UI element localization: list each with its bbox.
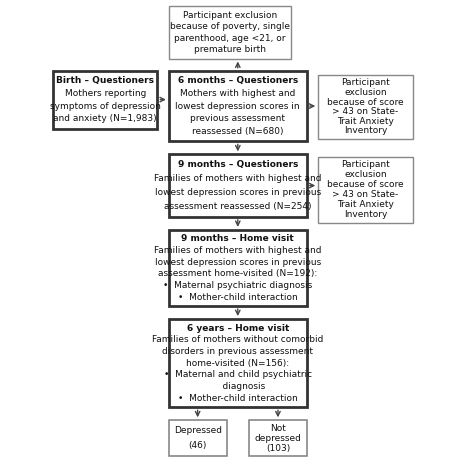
Bar bbox=[318, 75, 413, 139]
Bar bbox=[169, 7, 291, 59]
Text: previous assessment: previous assessment bbox=[190, 114, 285, 123]
Text: 9 months – Home visit: 9 months – Home visit bbox=[182, 234, 294, 243]
Text: 6 years – Home visit: 6 years – Home visit bbox=[187, 324, 289, 333]
Text: 6 months – Questioners: 6 months – Questioners bbox=[178, 76, 298, 85]
Text: disorders in previous assessment: disorders in previous assessment bbox=[162, 347, 313, 356]
Text: lowest depression scores in previous: lowest depression scores in previous bbox=[155, 257, 321, 266]
Text: Inventory: Inventory bbox=[344, 127, 387, 136]
Bar bbox=[169, 71, 307, 141]
Text: Not: Not bbox=[270, 424, 286, 433]
Text: Inventory: Inventory bbox=[344, 210, 387, 219]
Text: Participant exclusion: Participant exclusion bbox=[182, 11, 277, 20]
Text: •  Mother-child interaction: • Mother-child interaction bbox=[178, 394, 298, 403]
Text: assessment reassessed (N=254): assessment reassessed (N=254) bbox=[164, 202, 311, 211]
Text: Birth – Questioners: Birth – Questioners bbox=[56, 76, 154, 85]
Text: because of score: because of score bbox=[327, 180, 404, 189]
Text: > 43 on State-: > 43 on State- bbox=[332, 190, 399, 199]
Text: Families of mothers without comorbid: Families of mothers without comorbid bbox=[152, 335, 323, 344]
Text: premature birth: premature birth bbox=[194, 45, 266, 54]
Text: (46): (46) bbox=[189, 441, 207, 450]
Text: Trait Anxiety: Trait Anxiety bbox=[337, 117, 394, 126]
Text: lowest depression scores in: lowest depression scores in bbox=[175, 101, 300, 110]
Text: symptoms of depression: symptoms of depression bbox=[50, 101, 161, 110]
Text: depressed: depressed bbox=[255, 434, 301, 443]
Bar bbox=[169, 230, 307, 306]
Text: Trait Anxiety: Trait Anxiety bbox=[337, 200, 394, 209]
Text: and anxiety (N=1,983): and anxiety (N=1,983) bbox=[54, 114, 157, 123]
Text: Mothers with highest and: Mothers with highest and bbox=[180, 89, 295, 98]
Text: exclusion: exclusion bbox=[344, 88, 387, 97]
Text: Families of mothers with highest and: Families of mothers with highest and bbox=[154, 174, 321, 183]
Text: because of score: because of score bbox=[327, 98, 404, 107]
Bar bbox=[249, 420, 307, 456]
Bar bbox=[169, 319, 307, 407]
Text: home-visited (N=156):: home-visited (N=156): bbox=[186, 359, 289, 368]
Bar bbox=[169, 420, 227, 456]
Text: reassessed (N=680): reassessed (N=680) bbox=[192, 127, 283, 136]
Bar bbox=[169, 154, 307, 217]
Text: •  Mother-child interaction: • Mother-child interaction bbox=[178, 292, 298, 301]
Text: exclusion: exclusion bbox=[344, 170, 387, 179]
Text: Mothers reporting: Mothers reporting bbox=[64, 89, 146, 98]
Text: •  Maternal psychiatric diagnosis: • Maternal psychiatric diagnosis bbox=[163, 281, 312, 290]
Text: > 43 on State-: > 43 on State- bbox=[332, 107, 399, 116]
Text: Participant: Participant bbox=[341, 160, 390, 169]
Text: because of poverty, single: because of poverty, single bbox=[170, 22, 290, 31]
Bar bbox=[318, 157, 413, 222]
Bar bbox=[53, 71, 157, 128]
Text: •  Maternal and child psychiatric: • Maternal and child psychiatric bbox=[164, 370, 312, 379]
Text: 9 months – Questioners: 9 months – Questioners bbox=[178, 160, 298, 169]
Text: diagnosis: diagnosis bbox=[210, 382, 265, 391]
Text: assessment home-visited (N=192):: assessment home-visited (N=192): bbox=[158, 269, 318, 278]
Text: Participant: Participant bbox=[341, 78, 390, 87]
Text: parenthood, age <21, or: parenthood, age <21, or bbox=[174, 34, 285, 43]
Text: Depressed: Depressed bbox=[173, 426, 222, 435]
Text: Families of mothers with highest and: Families of mothers with highest and bbox=[154, 246, 321, 255]
Text: (103): (103) bbox=[266, 444, 290, 453]
Text: lowest depression scores in previous: lowest depression scores in previous bbox=[155, 188, 321, 197]
